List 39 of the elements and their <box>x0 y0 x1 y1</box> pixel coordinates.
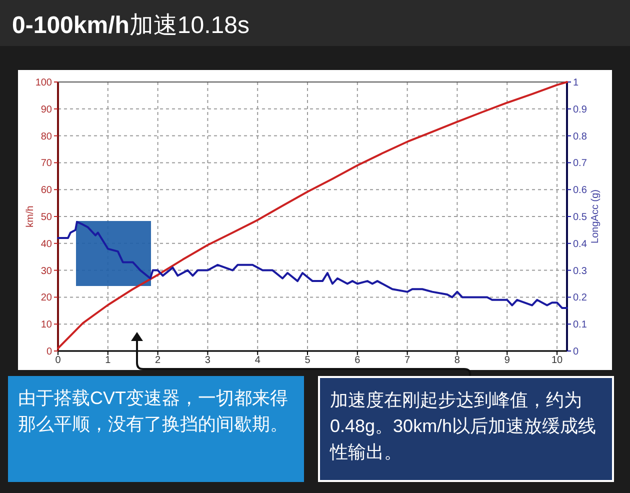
y2-tick-label: 0.5 <box>573 212 588 223</box>
y2-tick-label: 0.1 <box>573 320 588 331</box>
line-series <box>57 220 568 309</box>
y-tick-label: 100 <box>35 78 52 88</box>
y-axis-title: km/h <box>25 206 36 228</box>
x-tick-label: 0 <box>55 355 62 366</box>
y-tick-label: 90 <box>40 104 52 116</box>
y-tick-label: 70 <box>40 158 52 170</box>
y-tick-label: 80 <box>40 131 52 142</box>
x-tick-label: 7 <box>404 355 411 366</box>
y-tick-label: 20 <box>40 292 52 304</box>
x-tick-label: 5 <box>304 355 311 366</box>
x-tick-label: 8 <box>454 355 460 366</box>
text: 由于搭载CVT变速器，一切都来得那么平顺，没有了换挡的间歇期。 <box>8 376 304 482</box>
y2-tick-label: 0.7 <box>573 158 588 170</box>
x-tick-label: 2 <box>155 355 162 366</box>
y-tick-label: 40 <box>40 238 52 250</box>
x-tick-label: 9 <box>504 355 510 366</box>
x-tick-label: 1 <box>105 355 112 366</box>
y-tick-label: 10 <box>40 320 52 331</box>
y-tick-label: 0 <box>46 346 52 358</box>
y2-tick-label: 1 <box>573 78 579 88</box>
y2-tick-label: 0.3 <box>573 266 588 277</box>
y2-tick-label: 0.4 <box>573 238 588 250</box>
y2-tick-label: 0.6 <box>573 185 588 196</box>
text: 加速度在刚起步达到峰值，约为0.48g。30km/h以后加速放缓成线性输出。 <box>318 376 614 482</box>
y2-tick-label: 0.8 <box>573 131 588 142</box>
x-tick-label: 4 <box>254 355 261 366</box>
y2-tick-label: 0 <box>573 346 579 358</box>
y2-axis-title: LongAcc (g) <box>590 190 601 244</box>
x-tick-label: 3 <box>204 355 211 366</box>
y-tick-label: 50 <box>40 212 52 223</box>
chart-title: 0-100km/h加速10.18s <box>12 11 250 41</box>
y2-tick-label: 0.2 <box>573 292 588 304</box>
y2-tick-label: 0.9 <box>573 104 588 116</box>
x-tick-label: 6 <box>354 355 361 366</box>
y-tick-label: 30 <box>40 266 52 277</box>
x-tick-label: 10 <box>551 355 564 366</box>
y-tick-label: 60 <box>40 185 52 196</box>
